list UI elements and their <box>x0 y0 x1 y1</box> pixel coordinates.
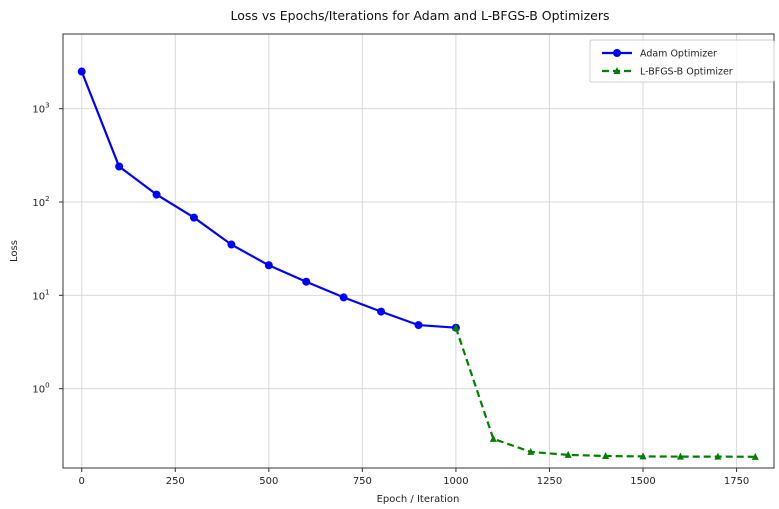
x-tick-label: 1500 <box>630 476 655 487</box>
legend-entry-label: L-BFGS-B Optimizer <box>640 67 733 78</box>
lbfgsb-data-point <box>564 450 572 458</box>
lbfgsb-data-point <box>751 452 759 460</box>
grid <box>63 34 774 468</box>
x-tick-label: 250 <box>166 476 185 487</box>
adam-data-point <box>264 261 273 270</box>
y-axis: 100 101 102 103 <box>32 102 63 396</box>
adam-data-point <box>377 307 386 316</box>
adam-data-point <box>414 321 423 330</box>
adam-data-point <box>302 277 311 286</box>
y-axis-label: Loss <box>9 240 20 262</box>
adam-data-point <box>189 213 198 222</box>
x-tick-label: 500 <box>259 476 278 487</box>
lbfgsb-data-point <box>714 452 722 460</box>
adam-data-point <box>227 240 236 249</box>
y-tick-label: 100 <box>32 382 49 396</box>
lbfgsb-data-point <box>639 452 647 460</box>
series-group <box>77 67 759 460</box>
plot-area <box>62 33 775 469</box>
adam-data-point <box>77 67 86 76</box>
lbfgsb-data-point <box>489 434 497 442</box>
lbfgsb-data-point <box>527 447 535 455</box>
adam-data-point <box>339 293 348 302</box>
series-line-lbfgsb <box>454 327 756 458</box>
legend: Adam Optimizer L-BFGS-B Optimizer <box>589 39 775 83</box>
lbfgsb-data-point <box>452 323 460 331</box>
y-tick-label: 103 <box>32 102 49 116</box>
adam-data-point <box>115 162 124 171</box>
x-tick-label: 1750 <box>724 476 749 487</box>
legend-marker <box>613 67 621 74</box>
lbfgsb-data-point <box>676 452 684 460</box>
x-tick-label: 750 <box>353 476 372 487</box>
legend-box <box>589 39 775 83</box>
y-tick-label: 102 <box>32 195 49 209</box>
adam-data-point <box>152 190 161 199</box>
legend-marker <box>613 49 621 57</box>
legend-entry-label: Adam Optimizer <box>640 49 717 60</box>
chart-title: Loss vs Epochs/Iterations for Adam and L… <box>230 8 609 23</box>
x-axis: 0 250 500 750 1000 1250 1500 1750 <box>79 468 749 487</box>
x-tick-label: 1000 <box>443 476 468 487</box>
lbfgsb-data-point <box>602 451 610 459</box>
y-tick-label: 101 <box>32 288 49 302</box>
x-tick-label: 1250 <box>537 476 562 487</box>
x-tick-label: 0 <box>79 476 85 487</box>
x-axis-label: Epoch / Iteration <box>377 494 460 505</box>
